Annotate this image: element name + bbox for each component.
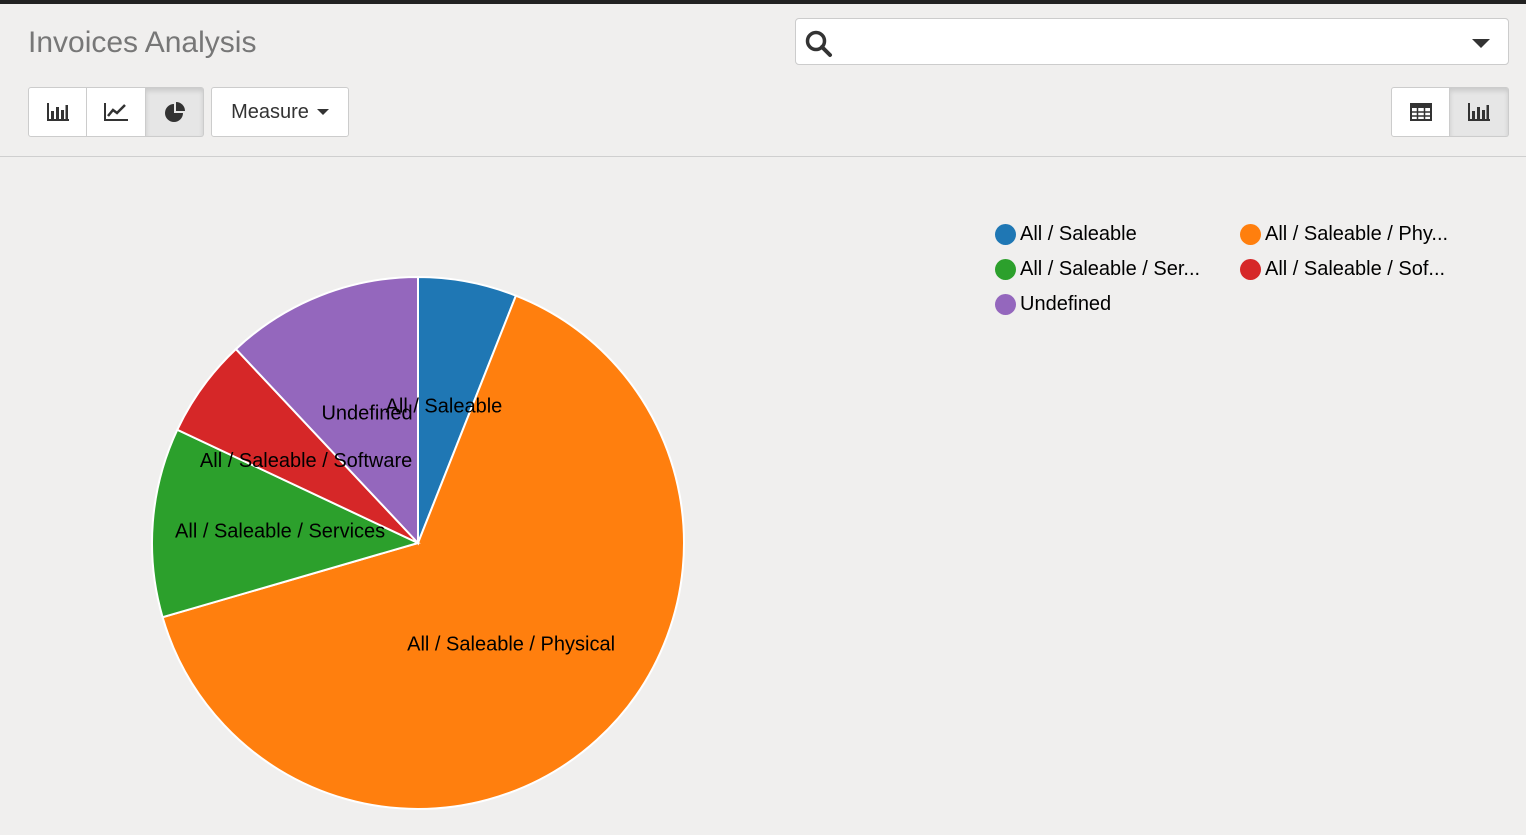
pie-slice-label: All / Saleable / Software	[200, 450, 412, 472]
pie-slice-label: Undefined	[321, 403, 412, 425]
search-input[interactable]	[842, 27, 1442, 57]
legend-item[interactable]: All / Saleable / Ser...	[995, 258, 1200, 281]
pie-slice[interactable]	[234, 275, 419, 546]
legend-label: All / Saleable / Phy...	[1265, 223, 1449, 245]
pivot-table-icon	[1409, 103, 1432, 121]
pie-slice-label: All / Saleable / Services	[175, 520, 385, 542]
pie-slice-label: All / Saleable / Physical	[407, 634, 615, 656]
search-box[interactable]	[795, 18, 1509, 65]
graph-view-button[interactable]	[1450, 87, 1509, 137]
line-chart-icon	[104, 103, 128, 121]
chart-type-switcher	[28, 87, 204, 137]
legend-label: All / Saleable	[1020, 223, 1137, 245]
measure-button-label: Measure	[231, 100, 309, 123]
measure-dropdown-button[interactable]: Measure	[211, 87, 349, 137]
graph-view-icon	[1468, 103, 1490, 121]
legend-color-dot	[995, 259, 1016, 280]
legend-label: All / Saleable / Sof...	[1265, 258, 1446, 280]
legend-item[interactable]: Undefined	[995, 293, 1111, 316]
control-panel: Invoices Analysis	[0, 4, 1526, 157]
legend-label: Undefined	[1020, 293, 1112, 315]
pie-slice[interactable]	[161, 294, 685, 810]
legend-label: All / Saleable / Ser...	[1020, 258, 1201, 280]
page-title: Invoices Analysis	[28, 26, 257, 59]
view-switcher	[1391, 87, 1509, 137]
pie-chart-icon	[164, 102, 185, 122]
legend-color-dot	[995, 224, 1016, 245]
pie-chart: All / Saleable All / Saleable / Physical A…	[151, 275, 685, 810]
chart-area: All / Saleable All / Saleable / Physical A…	[0, 158, 1526, 835]
legend-color-dot	[1240, 259, 1261, 280]
pie-chart-button[interactable]	[146, 87, 204, 137]
bar-chart-icon	[46, 103, 69, 121]
legend-item[interactable]: All / Saleable	[995, 223, 1137, 246]
pivot-view-button[interactable]	[1391, 87, 1450, 137]
pie-slice-label: All / Saleable	[386, 395, 503, 417]
search-icon	[805, 30, 832, 57]
legend-item[interactable]: All / Saleable / Sof...	[1240, 258, 1445, 281]
legend-color-dot	[1240, 224, 1261, 245]
legend-item[interactable]: All / Saleable / Phy...	[1240, 223, 1448, 246]
legend-color-dot	[995, 294, 1016, 315]
bar-chart-button[interactable]	[28, 87, 87, 137]
window-top-border	[0, 0, 1526, 4]
line-chart-button[interactable]	[87, 87, 146, 137]
pie-slice[interactable]	[151, 428, 421, 619]
chevron-down-icon	[316, 109, 329, 115]
search-options-toggle-icon[interactable]	[1472, 39, 1490, 48]
